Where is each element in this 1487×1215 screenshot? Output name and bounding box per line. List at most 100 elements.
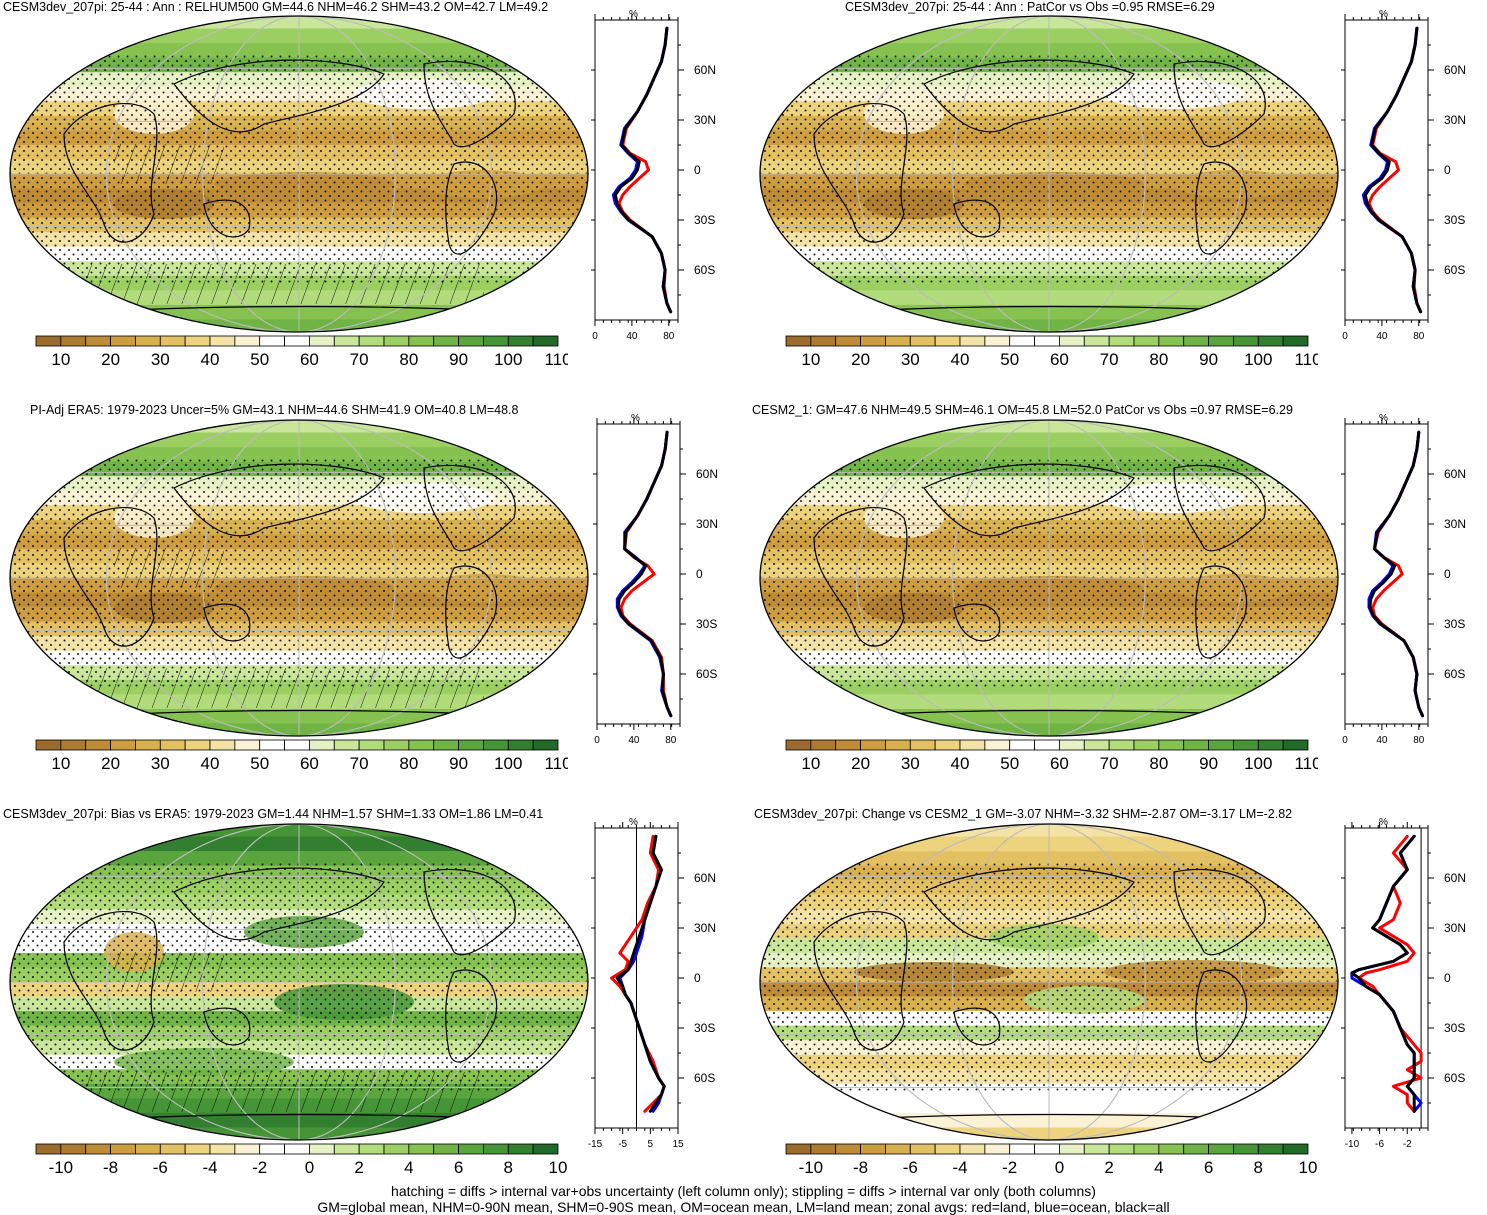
colorbar-label: 60	[300, 350, 319, 369]
colorbar-label: 100	[1244, 754, 1272, 773]
zonal-x-tick: -6	[1375, 1139, 1384, 1150]
colorbar-box	[934, 739, 961, 751]
colorbar-box	[810, 739, 837, 751]
colorbar-label: 110	[1294, 350, 1318, 369]
colorbar-label: 70	[1100, 350, 1119, 369]
zonal-x-tick: 15	[672, 1139, 684, 1150]
zonal-y-tick: 60N	[1444, 63, 1466, 77]
colorbar-label: 50	[1000, 754, 1019, 773]
colorbar-label: 40	[951, 754, 970, 773]
colorbar-label: 100	[1244, 350, 1272, 369]
colorbar-box	[358, 335, 385, 347]
zonal-mean-plot: % -10 -6 -2 60N 30N 0 30S 60S	[1341, 817, 1466, 1150]
colorbar-label: 40	[201, 754, 220, 773]
zonal-y-tick: 30S	[694, 213, 715, 227]
colorbar-box	[383, 335, 410, 347]
colorbar-box	[209, 1143, 236, 1155]
colorbar-box	[1208, 739, 1234, 751]
colorbar: 10 20 30 40 50 60 70 80 90 100 110	[785, 739, 1318, 773]
zonal-y-tick: 0	[1444, 567, 1451, 581]
colorbar-box	[1059, 739, 1085, 751]
colorbar-box	[1083, 335, 1110, 347]
zonal-unit-label: %	[629, 817, 638, 828]
colorbar-label: -2	[252, 1158, 267, 1177]
colorbar-box	[885, 335, 911, 347]
map-change-vs-cesm2	[759, 823, 1339, 1141]
colorbar-label: 10	[51, 350, 70, 369]
footer-line-1: hatching = diffs > internal var+obs unce…	[391, 1183, 1096, 1199]
colorbar-label: 40	[951, 350, 970, 369]
colorbar-box	[1133, 1143, 1160, 1155]
colorbar-box	[1233, 1143, 1259, 1155]
colorbar-label: 90	[449, 754, 468, 773]
colorbar-box	[1009, 335, 1035, 347]
colorbar-box	[835, 1143, 861, 1155]
colorbar-box	[483, 335, 509, 347]
colorbar-box	[984, 335, 1011, 347]
colorbar-box	[1208, 1143, 1234, 1155]
colorbar-label: 50	[1000, 350, 1019, 369]
colorbar-label: 80	[1149, 754, 1168, 773]
colorbar-box	[1257, 1143, 1284, 1155]
colorbar-label: 70	[350, 350, 369, 369]
colorbar-box	[60, 335, 87, 347]
colorbar-box	[1133, 335, 1160, 347]
colorbar-box	[1158, 335, 1185, 347]
zonal-unit-label: %	[629, 9, 638, 20]
colorbar-box	[1282, 1143, 1309, 1155]
zonal-y-tick: 60S	[696, 667, 717, 681]
colorbar-label: 10	[51, 754, 70, 773]
colorbar-label: 20	[101, 754, 120, 773]
zonal-x-tick: 0	[594, 735, 600, 746]
colorbar-box	[1009, 739, 1035, 751]
colorbar-label: 0	[1055, 1158, 1064, 1177]
zonal-x-tick: 40	[628, 735, 640, 746]
colorbar-box	[458, 1143, 484, 1155]
zonal-y-tick: 0	[694, 163, 701, 177]
colorbar-box	[909, 1143, 936, 1155]
colorbar-box	[184, 335, 211, 347]
colorbar-box	[85, 1143, 111, 1155]
colorbar-box	[507, 1143, 534, 1155]
zonal-land-line	[1371, 430, 1424, 718]
zonal-y-tick: 30N	[1444, 113, 1466, 127]
colorbar-box	[110, 335, 136, 347]
zonal-y-tick: 60S	[1444, 667, 1465, 681]
colorbar: 10 20 30 40 50 60 70 80 90 100 110	[35, 739, 568, 773]
colorbar-box	[959, 1143, 986, 1155]
colorbar-box	[785, 739, 812, 751]
colorbar-label: 30	[901, 754, 920, 773]
zonal-y-tick: 30S	[696, 617, 717, 631]
colorbar-box	[885, 739, 911, 751]
colorbar-label: 80	[399, 350, 418, 369]
zonal-y-tick: 30N	[1444, 921, 1466, 935]
colorbar-label: 8	[504, 1158, 513, 1177]
colorbar-box	[383, 739, 410, 751]
zonal-y-tick: 60N	[694, 871, 716, 885]
colorbar-label: -10	[799, 1158, 824, 1177]
colorbar-box	[1183, 335, 1209, 347]
colorbar-box	[259, 335, 285, 347]
colorbar-box	[835, 739, 861, 751]
zonal-x-tick: 80	[665, 735, 677, 746]
panel-2: CESM3dev_207pi: 25-44 : Ann : PatCor vs …	[750, 0, 1487, 380]
colorbar: -10 -8 -6 -4 -2 0 2 4 6 8 10	[35, 1143, 567, 1177]
panel-title: CESM3dev_207pi: Change vs CESM2_1 GM=-3.…	[754, 807, 1293, 821]
zonal-all-line	[1368, 430, 1424, 718]
zonal-x-tick: -2	[1403, 1139, 1412, 1150]
zonal-unit-label: %	[1379, 817, 1388, 828]
zonal-y-tick: 30N	[1444, 517, 1466, 531]
map-relhum-model	[9, 15, 589, 333]
colorbar-label: -4	[202, 1158, 217, 1177]
colorbar-box	[1009, 1143, 1035, 1155]
colorbar-box	[785, 335, 812, 347]
colorbar-box	[284, 335, 310, 347]
colorbar-box	[1034, 739, 1060, 751]
zonal-x-tick: 5	[648, 1139, 654, 1150]
zonal-y-tick: 0	[694, 971, 701, 985]
zonal-all-line	[1350, 834, 1416, 1113]
colorbar-box	[1083, 1143, 1110, 1155]
colorbar-label: 100	[494, 754, 522, 773]
colorbar-label: 20	[851, 350, 870, 369]
colorbar-box	[1183, 1143, 1209, 1155]
